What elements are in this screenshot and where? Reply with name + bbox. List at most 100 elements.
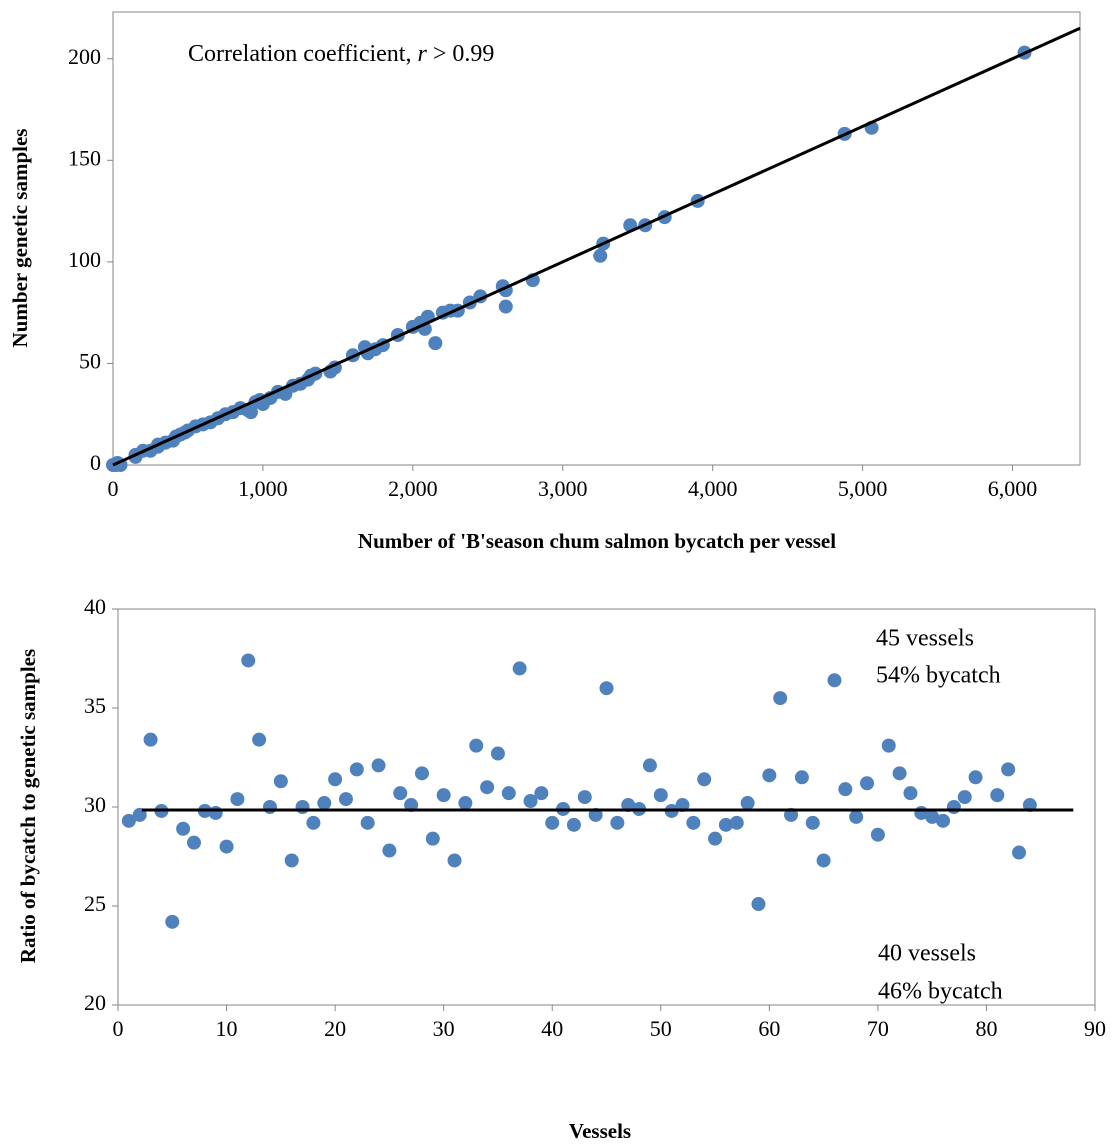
point: [349, 762, 364, 777]
point: [317, 796, 332, 811]
point: [599, 681, 614, 696]
point: [393, 786, 408, 801]
y-tick-label: 35: [84, 693, 106, 718]
x-tick-label: 4,000: [688, 476, 738, 501]
point: [447, 853, 462, 868]
point: [968, 770, 983, 785]
y-tick-label: 0: [90, 450, 101, 475]
plot-frame: [112, 11, 1081, 466]
point: [610, 815, 625, 830]
x-tick-label: 30: [433, 1016, 455, 1041]
point: [230, 792, 245, 807]
annotation: 40 vessels: [878, 941, 976, 967]
x-tick-label: 90: [1084, 1016, 1106, 1041]
point: [686, 815, 701, 830]
point: [653, 788, 668, 803]
point: [490, 746, 505, 761]
point: [512, 661, 527, 676]
x-tick-label: 50: [650, 1016, 672, 1041]
x-tick-label: 2,000: [388, 476, 438, 501]
point: [740, 796, 755, 811]
point: [121, 813, 136, 828]
annotation: 45 vessels: [876, 626, 974, 652]
point: [762, 768, 777, 783]
point: [946, 800, 961, 814]
point: [936, 813, 951, 828]
point: [860, 776, 875, 791]
y-axis-title: Ratio of bycatch to genetic samples: [16, 649, 40, 963]
point: [262, 800, 277, 814]
point: [697, 772, 712, 787]
x-tick-label: 1,000: [238, 476, 288, 501]
point: [718, 817, 733, 832]
point: [577, 790, 592, 805]
point: [436, 788, 451, 803]
point: [295, 800, 310, 814]
point: [498, 299, 513, 314]
x-tick-label: 3,000: [538, 476, 588, 501]
point: [176, 821, 191, 836]
annotation-part: > 0.99: [427, 41, 495, 67]
point: [566, 817, 581, 832]
annotation: 54% bycatch: [876, 663, 1001, 689]
point: [881, 738, 896, 753]
point: [593, 248, 608, 263]
x-tick-label: 80: [975, 1016, 997, 1041]
point: [306, 815, 321, 830]
point: [870, 827, 885, 842]
point: [284, 853, 299, 868]
point: [328, 772, 343, 787]
point: [371, 758, 386, 773]
x-tick-label: 6,000: [988, 476, 1038, 501]
point: [428, 336, 443, 351]
annotation-part: Correlation coefficient,: [188, 41, 417, 67]
point: [523, 794, 538, 809]
point: [208, 805, 223, 820]
point: [729, 815, 744, 830]
point: [382, 843, 397, 858]
point: [925, 809, 940, 824]
x-tick-label: 70: [867, 1016, 889, 1041]
x-tick-label: 20: [324, 1016, 346, 1041]
point: [708, 831, 723, 846]
y-tick-label: 150: [68, 145, 101, 170]
point: [903, 786, 918, 801]
point: [1012, 845, 1027, 860]
y-tick-label: 20: [84, 990, 106, 1015]
point: [534, 786, 549, 801]
y-tick-label: 200: [68, 44, 101, 69]
point: [241, 653, 256, 668]
x-axis-title: Number of 'B'season chum salmon bycatch …: [358, 529, 836, 553]
y-tick-label: 30: [84, 792, 106, 817]
y-axis-title: Number genetic samples: [8, 129, 32, 348]
point: [751, 897, 766, 912]
point: [480, 780, 495, 795]
point: [252, 732, 267, 747]
point: [501, 786, 516, 801]
point: [849, 809, 864, 824]
point: [816, 853, 831, 868]
point: [414, 766, 429, 781]
point: [186, 835, 201, 850]
point: [360, 815, 375, 830]
x-tick-label: 60: [758, 1016, 780, 1041]
point: [338, 792, 353, 807]
y-tick-label: 100: [68, 247, 101, 272]
x-axis-title: Vessels: [569, 1119, 631, 1143]
point: [892, 766, 907, 781]
point: [219, 839, 234, 854]
x-tick-label: 5,000: [838, 476, 888, 501]
point: [827, 673, 842, 688]
point: [273, 774, 288, 789]
annotation: 46% bycatch: [878, 979, 1003, 1005]
point: [838, 782, 853, 797]
y-tick-label: 50: [79, 348, 101, 373]
annotation-part: r: [417, 41, 427, 67]
point: [545, 815, 560, 830]
x-tick-label: 0: [113, 1016, 124, 1041]
y-tick-label: 25: [84, 891, 106, 916]
point: [957, 790, 972, 805]
point: [143, 732, 158, 747]
point: [794, 770, 809, 785]
